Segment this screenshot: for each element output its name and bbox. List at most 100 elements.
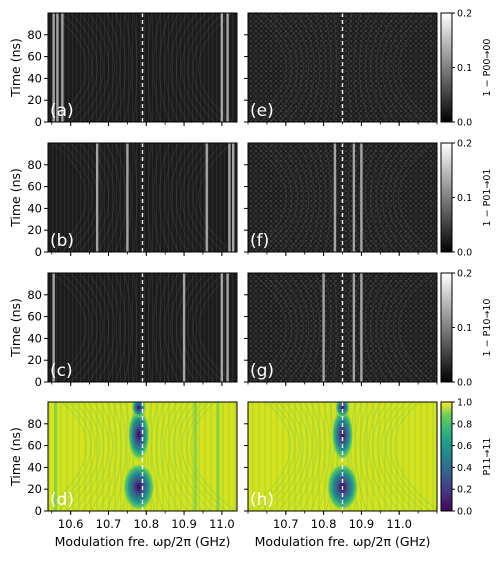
y-axis-label: Time (ns) <box>8 298 23 358</box>
fringe-line <box>359 143 370 252</box>
colorbar-gradient <box>440 272 453 383</box>
bright-streak <box>52 273 55 382</box>
fringe-line <box>198 273 233 382</box>
fringe-line <box>106 13 121 122</box>
bright-streak <box>232 143 235 252</box>
x-tick-label: 11.0 <box>386 517 412 531</box>
colorbar-tick-label: 0.2 <box>457 139 472 150</box>
fringe-line <box>61 273 93 382</box>
fringe-line <box>288 13 310 122</box>
fringe-line <box>297 13 315 122</box>
heatmap-background <box>48 143 237 252</box>
fringe-line <box>151 402 164 511</box>
fringe-line <box>133 143 138 252</box>
y-tick-label: 40 <box>27 201 42 215</box>
fringe-line <box>333 273 338 382</box>
fringe-line <box>288 273 310 382</box>
colorbar-tick-label: 0.2 <box>457 269 472 280</box>
colorbar-tick-label: 0.0 <box>457 378 472 389</box>
fringe-line <box>181 143 206 252</box>
y-tick-label: 20 <box>27 353 42 367</box>
fringe-line <box>159 143 170 252</box>
fringe-line <box>318 402 330 511</box>
fringe-line <box>297 143 315 252</box>
fringe-line <box>159 13 170 122</box>
fringe-line <box>186 402 228 511</box>
x-tick-label: 10.8 <box>133 517 159 531</box>
fringe-line <box>355 402 367 511</box>
fringe-line <box>261 143 293 252</box>
fringe-line <box>192 13 224 122</box>
fringe-line <box>324 273 332 382</box>
fringe-line <box>164 143 179 252</box>
colorbar-label: 1 − P10→10 <box>482 299 493 357</box>
fringe-line <box>288 143 310 252</box>
fringe-line <box>90 402 114 511</box>
bright-streak <box>322 273 325 382</box>
fringe-line <box>172 402 204 511</box>
panel-b: (b) 0 20 40 60 80 <box>27 142 238 259</box>
y-tick-label: 40 <box>27 331 42 345</box>
fringe-line <box>398 13 433 122</box>
fringe-line <box>88 273 110 382</box>
fringe-line <box>198 143 233 252</box>
fringe-line <box>192 143 224 252</box>
panel-label: (h) <box>250 490 274 510</box>
fringe-line <box>52 273 87 382</box>
fringe-line <box>389 402 431 511</box>
fringe-line <box>278 402 309 511</box>
heatmap-background <box>248 273 437 382</box>
panel-frame <box>47 401 238 512</box>
fringe-line <box>164 13 179 122</box>
fringe-line <box>381 402 415 511</box>
bright-streak <box>226 13 229 122</box>
fringe-line <box>114 402 127 511</box>
fringe-line <box>270 402 304 511</box>
x-tick-label: 10.7 <box>273 517 299 531</box>
colorbar-label: P11→11 <box>482 438 493 476</box>
panel-frame <box>47 272 238 383</box>
fringe-line <box>97 273 115 382</box>
colorbar-gradient <box>440 142 453 253</box>
fringe-line <box>153 273 161 382</box>
fringe-line <box>392 273 424 382</box>
fringe-line <box>115 143 126 252</box>
fringe-line <box>294 402 317 511</box>
colorbar-gradient <box>440 12 453 123</box>
bright-streak <box>220 273 224 382</box>
y-tick-label: 40 <box>27 460 42 474</box>
fringe-line <box>52 13 87 122</box>
y-tick-label: 60 <box>27 50 42 64</box>
fringe-line <box>153 143 161 252</box>
bright-streak <box>228 143 231 252</box>
fringe-line <box>324 13 332 122</box>
y-tick-label: 40 <box>27 71 42 85</box>
fringe-line <box>370 273 388 382</box>
fringe-line <box>79 273 104 382</box>
fringe-line <box>376 402 407 511</box>
fringe-line <box>133 13 138 122</box>
fringe-line <box>175 143 197 252</box>
fringe-line <box>381 273 406 382</box>
panel-frame <box>47 12 238 123</box>
bright-streak <box>52 13 55 122</box>
fringe-line <box>370 143 388 252</box>
colorbar-label: 1 − P01→01 <box>482 169 493 227</box>
fringe-line <box>359 273 370 382</box>
colorbar-tick-label: 0.1 <box>457 193 472 204</box>
fringe-line <box>181 13 206 122</box>
panel-frame <box>47 142 238 253</box>
colorbar-3: 0.0 0.2 0.4 0.6 0.8 1.0 P11→11 <box>440 398 493 518</box>
fringe-line <box>306 13 321 122</box>
streak <box>216 402 220 511</box>
fringe-line <box>155 402 172 511</box>
fringe-line <box>375 13 397 122</box>
colorbar-tick-label: 0.2 <box>457 485 472 496</box>
y-tick-label: 0 <box>35 504 42 518</box>
panel-label: (g) <box>250 361 274 381</box>
population-dip <box>127 408 150 461</box>
fringe-line <box>170 13 188 122</box>
fringe-line <box>159 273 170 382</box>
panel-label: (b) <box>50 231 74 251</box>
